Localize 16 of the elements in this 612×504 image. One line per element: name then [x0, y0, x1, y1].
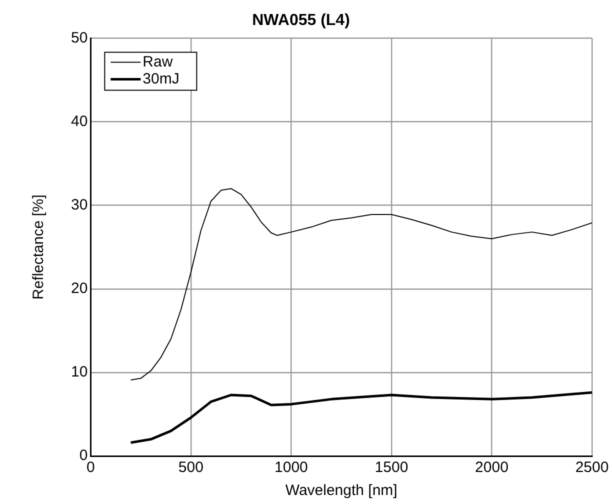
x-tick-label: 1000 [274, 459, 308, 476]
y-tick-label: 20 [70, 280, 88, 298]
legend-label: 30mJ [142, 70, 180, 88]
x-tick-label: 500 [178, 459, 204, 476]
x-tick-label: 2500 [575, 459, 609, 476]
chart-title: NWA055 (L4) [252, 12, 350, 30]
y-tick-label: 0 [79, 447, 88, 464]
x-tick-label: 1500 [374, 459, 408, 476]
x-axis-title: Wavelength [nm] [285, 482, 398, 500]
y-tick-label: 10 [70, 364, 88, 381]
y-tick-label: 50 [70, 29, 88, 46]
legend-label: Raw [142, 53, 173, 70]
y-tick-label: 40 [70, 112, 88, 130]
y-axis-title: Reflectance [%] [30, 194, 48, 300]
y-tick-label: 30 [70, 196, 88, 214]
x-tick-label: 2000 [475, 459, 508, 476]
